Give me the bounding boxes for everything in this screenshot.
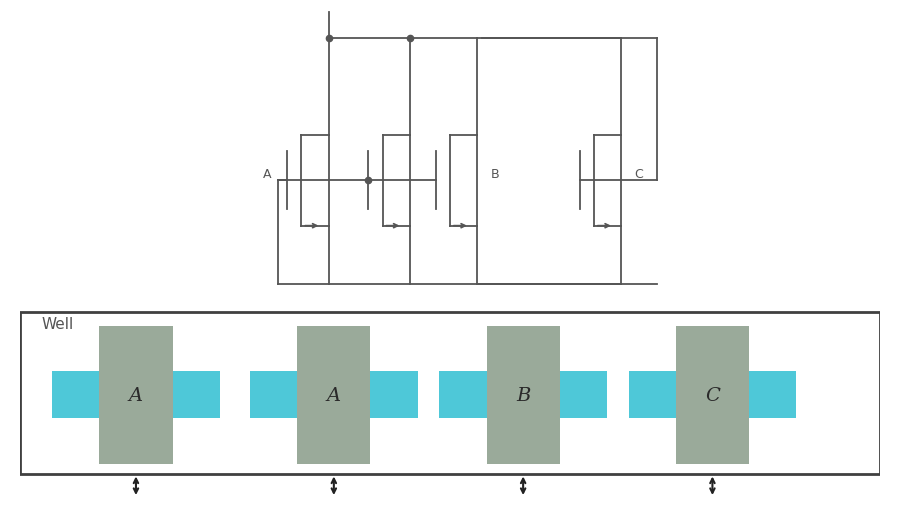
Text: A: A — [129, 386, 143, 404]
Bar — [439, 372, 607, 418]
Bar — [628, 372, 796, 418]
Bar — [676, 326, 749, 464]
Text: C: C — [705, 386, 720, 404]
Bar — [52, 372, 220, 418]
Text: B: B — [491, 168, 500, 181]
Text: C: C — [634, 168, 644, 181]
Text: A: A — [263, 168, 272, 181]
Text: A: A — [327, 386, 341, 404]
Bar — [250, 372, 418, 418]
Bar — [487, 326, 560, 464]
Bar — [99, 326, 173, 464]
Bar — [297, 326, 371, 464]
Text: B: B — [516, 386, 530, 404]
Text: Well: Well — [41, 317, 74, 332]
Bar — [20, 312, 880, 474]
